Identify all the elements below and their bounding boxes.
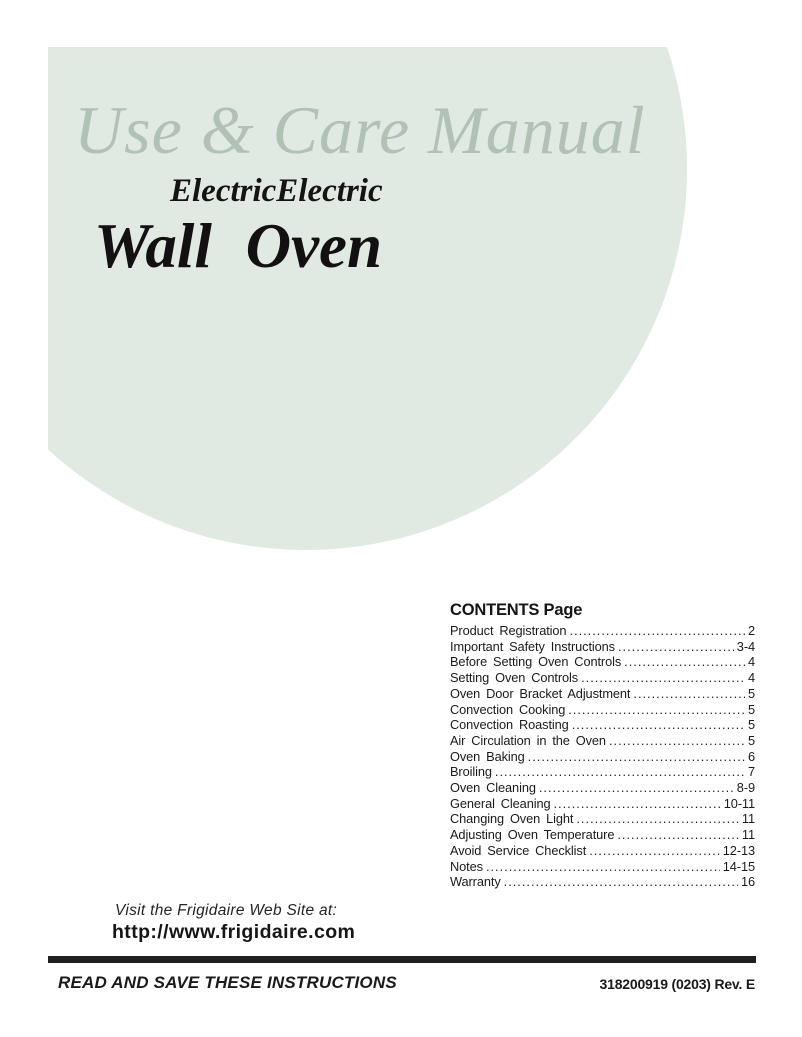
toc-entry: Avoid Service Checklist 12-13 [450,843,755,859]
decorative-circle-clip [48,47,694,553]
toc-dot-leader [486,859,720,875]
toc-dot-leader [617,827,739,843]
toc-entry: Changing Oven Light 11 [450,811,755,827]
toc-entry-page: 5 [747,732,755,748]
read-save-instructions: READ AND SAVE THESE INSTRUCTIONS [58,973,397,992]
toc-entry: Convection Cooking 5 [450,702,755,718]
contents-header: CONTENTS Page [450,601,583,619]
toc-dot-leader [624,654,745,670]
toc-entry-label: Broiling [450,764,492,780]
toc-dot-leader [589,843,720,859]
toc-entry-page: 11 [741,811,755,827]
toc-entry-label: Product Registration [450,623,567,638]
toc-entry: Oven Door Bracket Adjustment 5 [450,686,755,702]
toc-dot-leader [581,670,745,686]
toc-entry-page: 4 [747,670,755,686]
toc-entry-label: Warranty [450,874,501,890]
toc-entry: Notes 14-15 [450,859,755,875]
toc-entry-page: 5 [747,685,755,701]
toc-dot-leader [572,717,745,733]
toc-entry-page: 5 [747,717,755,733]
manual-title: Use & Care Manual [74,92,646,168]
toc-entry: General Cleaning 10-11 [450,796,755,812]
toc-dot-leader [568,702,745,718]
toc-entry: Setting Oven Controls 4 [450,670,755,686]
toc-entry-page: 10-11 [723,795,755,811]
toc-dot-leader [569,623,745,639]
toc-dot-leader [618,639,734,655]
toc-entry-label: Oven Door Bracket Adjustment [450,685,631,701]
toc-entry-label: General Cleaning [450,795,551,811]
toc-entry-label: Important Safety Instructions [450,638,615,654]
toc-entry: Oven Cleaning 8-9 [450,780,755,796]
toc-dot-leader [539,780,734,796]
toc-dot-leader [633,686,745,702]
toc-entry: Air Circulation in the Oven 5 [450,733,755,749]
toc-dot-leader [609,733,745,749]
product-name: Wall Oven [94,211,383,281]
toc-entry-label: Avoid Service Checklist [450,842,587,858]
part-number: 318200919 (0203) Rev. E [599,976,756,992]
toc-entry: Convection Roasting 5 [450,717,755,733]
toc-dot-leader [576,811,739,827]
toc-entry-page: 6 [747,748,755,764]
toc-entry: Important Safety Instructions 3-4 [450,639,755,655]
toc-entry-label: Oven Baking [450,748,525,764]
toc-entry-label: Notes [450,858,483,874]
toc-entry: Before Setting Oven Controls 4 [450,654,755,670]
toc-entry-label: Adjusting Oven Temperature [450,827,615,843]
website-url: http://www.frigidaire.com [112,921,356,943]
toc-entry: Product Registration 2 [450,623,755,639]
toc-entry: Warranty 16 [450,874,755,890]
website-intro: Visit the Frigidaire Web Site at: [115,902,338,919]
toc-entry: Adjusting Oven Temperature 11 [450,827,755,843]
toc-entry-label: Changing Oven Light [450,811,574,827]
toc-entry-page: 7 [747,764,755,780]
toc-entry: Broiling 7 [450,764,755,780]
contents-list: Product Registration2Important Safety In… [450,623,755,890]
toc-entry-label: Air Circulation in the Oven [450,732,606,748]
toc-entry-page: 12-13 [722,842,755,858]
toc-entry-label: Oven Cleaning [450,780,536,796]
toc-entry-page: 11 [741,827,755,843]
toc-entry: Oven Baking 6 [450,749,755,765]
toc-dot-leader [554,796,721,812]
toc-entry-page: 5 [747,701,755,717]
toc-entry-page: 8-9 [736,780,755,796]
footer-rule [48,956,756,963]
toc-dot-leader [504,874,738,890]
toc-entry-page: 4 [747,654,755,670]
toc-entry-page: 14-15 [722,858,755,874]
toc-entry-page: 2 [747,623,755,638]
toc-entry-label: Setting Oven Controls [450,670,579,686]
toc-entry-label: Convection Roasting [450,717,569,733]
contents-section: CONTENTS Page Product Registration2Impor… [450,601,755,890]
toc-entry-page: 16 [740,874,755,890]
toc-entry-label: Convection Cooking [450,701,566,717]
toc-entry-label: Before Setting Oven Controls [450,654,622,670]
toc-dot-leader [495,764,745,780]
product-type-label: ElectricElectric [170,173,383,209]
toc-dot-leader [528,749,745,765]
toc-entry-page: 3-4 [736,638,755,654]
